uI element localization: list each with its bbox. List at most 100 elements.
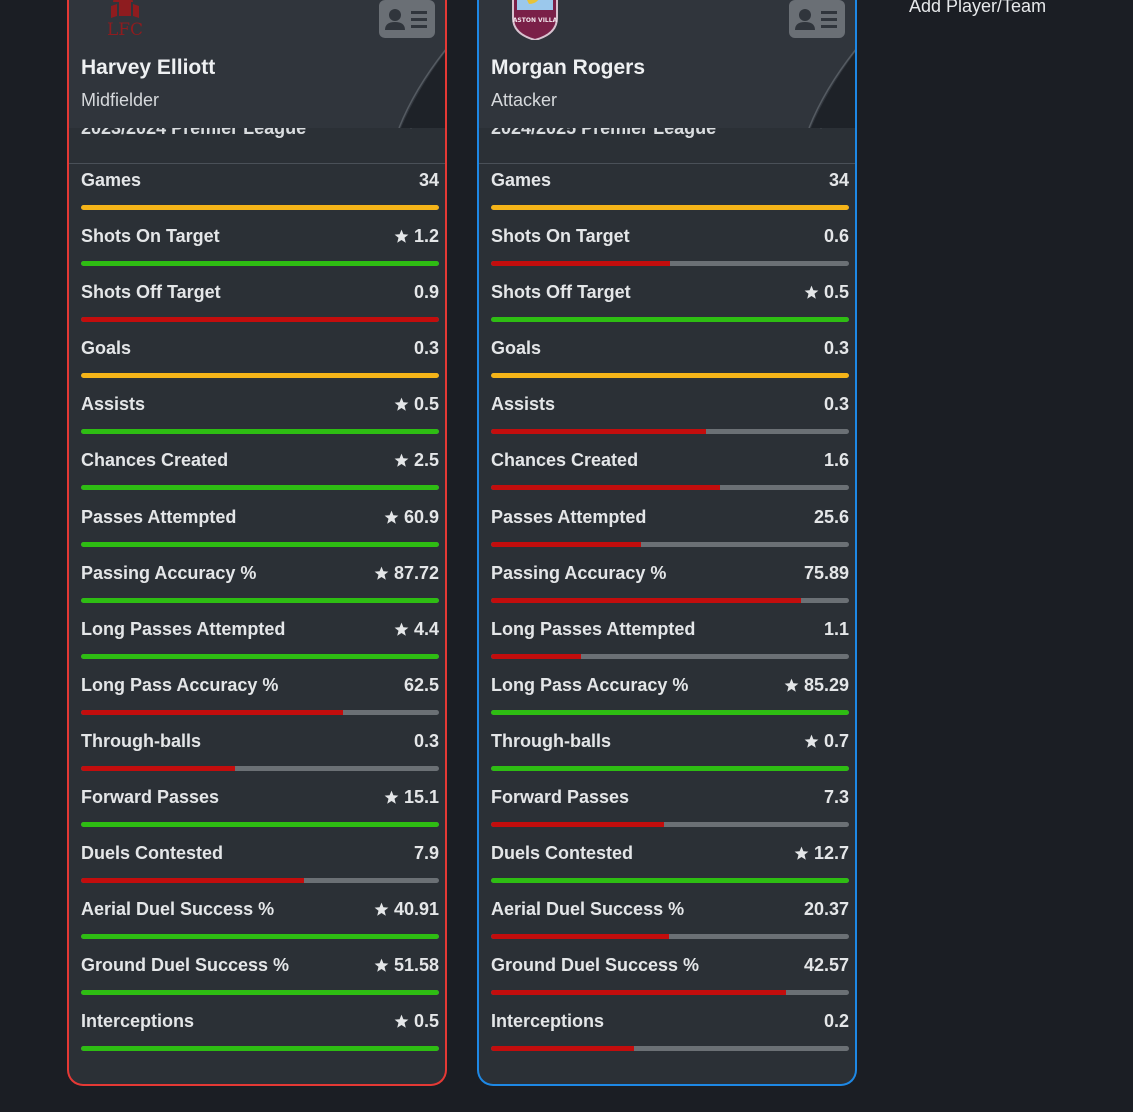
stat-value-wrap: 0.3: [824, 394, 849, 415]
stat-label: Shots Off Target: [491, 282, 631, 303]
stat-bar-fill: [81, 709, 344, 715]
stat-bar-fill: [491, 541, 642, 547]
stat-bar-fill: [491, 429, 706, 435]
stat-bar: [491, 822, 849, 828]
stat-bar: [81, 373, 439, 379]
stat-bar: [491, 541, 849, 547]
stat-bar: [491, 990, 849, 996]
stat-value-wrap: 0.5: [804, 282, 849, 303]
star-icon: [804, 734, 819, 748]
liverpool-crest: LFC: [107, 0, 143, 40]
stat-value: 20.37: [803, 899, 849, 920]
stat-bar-fill: [491, 709, 849, 715]
stat-label: Long Passes Attempted: [491, 618, 696, 639]
stat-value: 0.2: [823, 1011, 849, 1032]
stat-value-wrap: 51.58: [374, 955, 439, 976]
stat-value-wrap: 60.9: [384, 507, 439, 528]
stat-value: 0.5: [823, 282, 849, 303]
stat-bar-fill: [491, 317, 849, 323]
stat-bar: [491, 429, 849, 435]
stat-bar-fill: [491, 373, 849, 379]
stat-bar-fill: [81, 597, 439, 603]
stat-label: Games: [491, 170, 552, 190]
stat-value: 0.9: [413, 282, 439, 303]
stat-bar-fill: [491, 934, 670, 940]
stat-bar: [81, 597, 439, 603]
star-icon: [804, 285, 819, 299]
stat-bar-fill: [491, 1046, 635, 1052]
stat-bar: [491, 1046, 849, 1052]
stat-bar: [491, 205, 849, 210]
stat-bar-fill: [81, 822, 439, 828]
stat-value: 7.3: [823, 787, 849, 808]
stat-label: Shots Off Target: [81, 282, 221, 303]
stat-bar-fill: [81, 541, 439, 547]
stat-value: 2.5: [413, 450, 439, 471]
star-icon: [394, 1015, 409, 1029]
stat-row: Long Pass Accuracy % 62.5: [81, 675, 439, 731]
stat-row: Long Passes Attempted 4.4: [81, 619, 439, 675]
stat-value-wrap: 85.29: [784, 675, 849, 696]
stat-bar-fill: [81, 373, 439, 379]
stat-value-wrap: 15.1: [384, 787, 439, 808]
stat-row: Duels Contested 12.7: [491, 843, 849, 899]
stat-label: Assists: [491, 394, 556, 415]
stat-bar-fill: [81, 878, 304, 884]
stat-label: Passing Accuracy %: [81, 562, 257, 583]
add-player-team-link[interactable]: Add Player/Team: [909, 0, 1047, 16]
stat-label: Shots On Target: [491, 226, 630, 247]
stat-value-wrap: 12.7: [794, 843, 849, 864]
stat-value-wrap: 40.91: [374, 899, 439, 920]
stat-value: 1.2: [413, 226, 439, 247]
stat-value: 0.3: [823, 338, 849, 359]
stat-row: Passes Attempted 25.6: [491, 507, 849, 563]
stat-row: Interceptions 0.5: [81, 1011, 439, 1067]
stat-bar: [491, 373, 849, 379]
stat-row: Shots Off Target 0.9: [81, 282, 439, 338]
stat-bar: [81, 878, 439, 884]
stat-bar: [81, 261, 439, 267]
stat-row: Games 34: [491, 170, 849, 226]
stat-row: Aerial Duel Success % 40.91: [81, 899, 439, 955]
stat-value: 87.72: [393, 562, 439, 583]
stat-value: 62.5: [403, 674, 439, 695]
stat-bar-fill: [81, 653, 439, 659]
stat-value-wrap: 1.2: [394, 226, 439, 247]
stat-value: 0.3: [413, 730, 439, 751]
stat-value-wrap: 0.7: [804, 731, 849, 752]
stat-bar: [491, 261, 849, 267]
stat-value: 34: [828, 170, 849, 190]
stat-row: Assists 0.3: [491, 394, 849, 450]
stat-value-wrap: 75.89: [804, 563, 849, 584]
stat-label: Long Pass Accuracy %: [491, 674, 689, 695]
stat-row: Ground Duel Success % 51.58: [81, 955, 439, 1011]
player-id-card-icon[interactable]: [379, 0, 435, 38]
stat-value-wrap: 7.3: [824, 787, 849, 808]
stat-label: Through-balls: [491, 730, 611, 751]
stat-label: Duels Contested: [491, 843, 634, 864]
stat-value-wrap: 0.9: [414, 282, 439, 303]
player-card-harvey-elliott: LFC Harvey Elliott Midfielder 2023/2024 …: [67, 0, 447, 1086]
star-icon: [394, 229, 409, 243]
stat-value-wrap: 0.2: [824, 1011, 849, 1032]
stat-bar-fill: [491, 765, 849, 771]
stat-row: Duels Contested 7.9: [81, 843, 439, 899]
stat-bar: [81, 317, 439, 323]
player-id-card-icon[interactable]: [789, 0, 845, 38]
stat-value-wrap: 42.57: [804, 955, 849, 976]
stat-value-wrap: 0.3: [824, 338, 849, 359]
stat-bar-fill: [81, 485, 439, 491]
player-position: Attacker: [491, 90, 558, 110]
stat-value-wrap: 34: [829, 170, 849, 191]
stat-label: Interceptions: [491, 1011, 605, 1032]
stat-bar-fill: [491, 205, 849, 210]
stat-value: 0.3: [823, 394, 849, 415]
stat-value-wrap: 0.5: [394, 394, 439, 415]
stat-value: 1.6: [823, 450, 849, 471]
stat-row: Forward Passes 15.1: [81, 787, 439, 843]
stat-row: Chances Created 1.6: [491, 450, 849, 506]
stat-bar: [81, 429, 439, 435]
stat-row: Interceptions 0.2: [491, 1011, 849, 1067]
stat-label: Passing Accuracy %: [491, 562, 667, 583]
stat-row: Through-balls 0.7: [491, 731, 849, 787]
